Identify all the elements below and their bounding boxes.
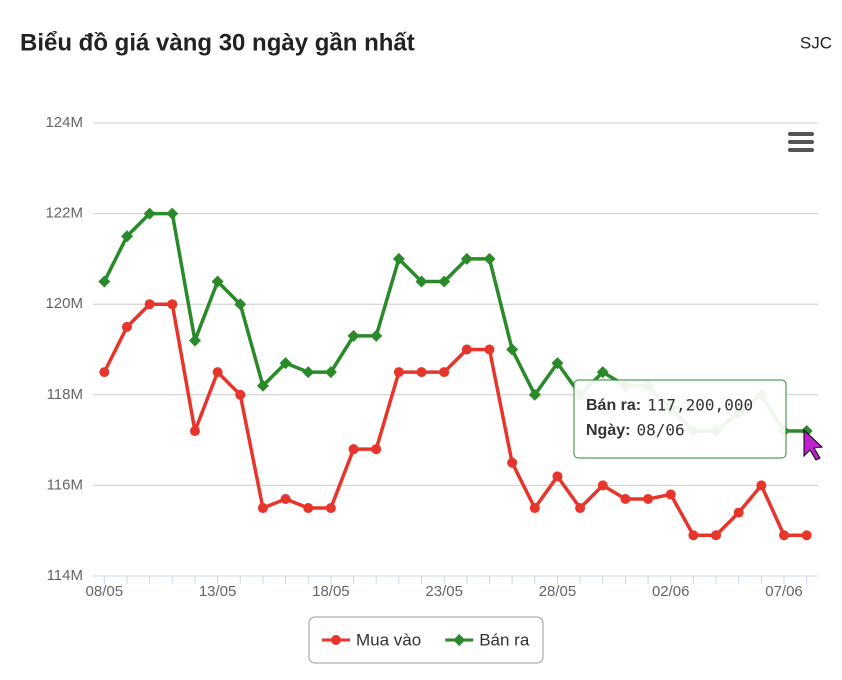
point bbox=[438, 275, 451, 288]
legend-marker bbox=[331, 635, 341, 645]
legend-label: Bán ra bbox=[479, 630, 530, 649]
point bbox=[302, 366, 315, 379]
point bbox=[235, 389, 246, 400]
point bbox=[575, 503, 586, 514]
point bbox=[552, 471, 563, 482]
point bbox=[416, 367, 427, 378]
point bbox=[256, 379, 269, 392]
point bbox=[484, 344, 495, 355]
point bbox=[347, 329, 360, 342]
y-tick-label: 116M bbox=[47, 476, 83, 493]
point bbox=[370, 329, 383, 342]
y-tick-label: 120M bbox=[45, 295, 83, 312]
x-tick-label: 02/06 bbox=[652, 583, 690, 600]
tooltip-value: 08/06 bbox=[636, 421, 684, 440]
tooltip-key: Ngày: bbox=[586, 422, 630, 439]
y-tick-label: 114M bbox=[47, 567, 83, 584]
point bbox=[279, 357, 292, 370]
tooltip-value: 117,200,000 bbox=[647, 396, 753, 415]
point bbox=[166, 207, 179, 220]
tooltip-box bbox=[573, 379, 787, 459]
point bbox=[121, 321, 132, 332]
point bbox=[280, 493, 291, 504]
point bbox=[348, 444, 359, 455]
point bbox=[460, 252, 473, 265]
x-tick-label: 13/05 bbox=[199, 583, 237, 600]
menu-button[interactable] bbox=[788, 132, 814, 152]
point bbox=[620, 493, 631, 504]
point bbox=[597, 480, 608, 491]
point bbox=[643, 493, 654, 504]
point bbox=[779, 530, 790, 541]
y-tick-label: 124M bbox=[45, 114, 83, 131]
menu-bar bbox=[788, 140, 814, 144]
point bbox=[189, 426, 200, 437]
legend-label: Mua vào bbox=[356, 630, 421, 649]
point bbox=[528, 388, 541, 401]
menu-bar bbox=[788, 132, 814, 136]
point bbox=[167, 299, 178, 310]
point bbox=[257, 503, 268, 514]
point bbox=[711, 530, 722, 541]
x-tick-label: 28/05 bbox=[539, 583, 577, 600]
point bbox=[371, 444, 382, 455]
point bbox=[120, 230, 133, 243]
x-tick-label: 18/05 bbox=[312, 583, 350, 600]
point bbox=[392, 252, 405, 265]
legend-marker bbox=[453, 634, 466, 646]
tooltip: Bán ra: 117,200,000 Ngày: 08/06 bbox=[573, 379, 787, 459]
point bbox=[506, 343, 519, 356]
x-tick-label: 07/06 bbox=[765, 583, 803, 600]
legend-box bbox=[308, 616, 544, 664]
point bbox=[98, 275, 111, 288]
point bbox=[439, 367, 450, 378]
point bbox=[324, 366, 337, 379]
point bbox=[234, 298, 247, 311]
point bbox=[212, 367, 223, 378]
point bbox=[801, 530, 812, 541]
point bbox=[756, 480, 767, 491]
point bbox=[688, 530, 699, 541]
x-tick-label: 23/05 bbox=[425, 583, 463, 600]
legend-item[interactable]: Mua vào bbox=[322, 630, 421, 649]
menu-bar bbox=[788, 148, 814, 152]
point bbox=[551, 357, 564, 370]
x-tick-label: 08/05 bbox=[86, 583, 124, 600]
point bbox=[415, 275, 428, 288]
legend: Mua vào Bán ra bbox=[308, 616, 544, 664]
point bbox=[188, 334, 201, 347]
point bbox=[665, 489, 676, 500]
point bbox=[393, 367, 404, 378]
point bbox=[529, 503, 540, 514]
point bbox=[733, 507, 744, 518]
point bbox=[303, 503, 314, 514]
tooltip-key: Bán ra: bbox=[586, 397, 641, 414]
point bbox=[144, 299, 155, 310]
point bbox=[483, 252, 496, 265]
series-line bbox=[102, 302, 807, 537]
point bbox=[99, 367, 110, 378]
y-tick-label: 122M bbox=[45, 205, 83, 222]
point bbox=[143, 207, 156, 220]
cursor bbox=[803, 428, 824, 461]
legend-item[interactable]: Bán ra bbox=[445, 630, 530, 649]
y-tick-label: 118M bbox=[47, 386, 83, 403]
point bbox=[325, 503, 336, 514]
point bbox=[211, 275, 224, 288]
point bbox=[596, 366, 609, 379]
point bbox=[507, 457, 518, 468]
point bbox=[461, 344, 472, 355]
chart-subtitle: SJC bbox=[800, 33, 832, 52]
chart-title: Biểu đồ giá vàng 30 ngày gần nhất bbox=[20, 29, 415, 56]
